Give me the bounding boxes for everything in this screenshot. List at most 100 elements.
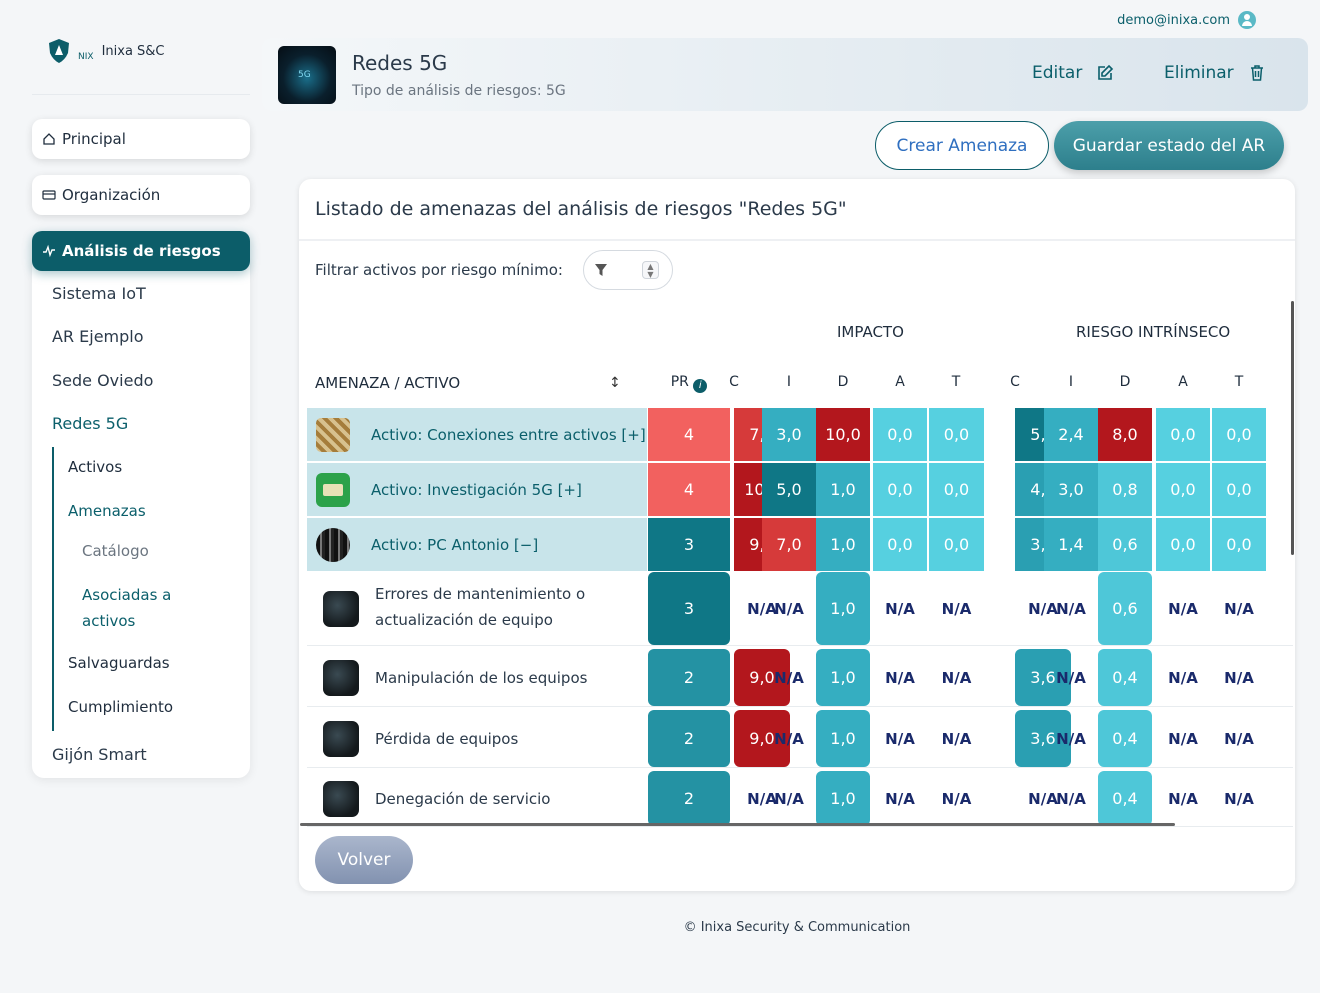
risk-cell-a: 0,0	[1156, 408, 1210, 461]
sidebar-analysis-redes-5g[interactable]: Redes 5G	[52, 414, 129, 433]
col-riesgo-d: D	[1119, 374, 1131, 390]
col-riesgo-t: T	[1234, 374, 1244, 390]
risk-cell-d: 8,0	[1098, 408, 1152, 461]
asset-row[interactable]: Activo: Conexiones entre activos [+]47,0…	[299, 408, 1295, 461]
group-gap	[730, 463, 734, 516]
sidebar-subpanel	[32, 262, 250, 778]
risk-cell-d: 0,4	[1098, 710, 1152, 767]
impact-cell-d: 10,0	[816, 408, 870, 461]
create-threat-button[interactable]: Crear Amenaza	[875, 121, 1049, 170]
col-impacto-d: D	[837, 374, 849, 390]
sidebar-item-label: Principal	[62, 130, 126, 148]
threat-row[interactable]: Denegación de servicio 2 N/A N/A 1,0 N/A N/A N/…	[299, 770, 1295, 827]
info-icon[interactable]: i	[693, 379, 708, 393]
threat-row[interactable]: Pérdida de equipos 2 9,0 N/A 1,0 N/A N/A 3,6 N/A…	[299, 709, 1295, 768]
app-logo[interactable]: NIX Inixa S&C	[48, 38, 165, 64]
analysis-image: 5G	[278, 46, 336, 104]
sidebar-item-analisis-riesgos[interactable]: Análisis de riesgos	[32, 231, 250, 271]
group-riesgo-intrinseco: RIESGO INTRÍNSECO	[1076, 323, 1231, 341]
threat-thumbnail	[323, 590, 359, 627]
pr-cell: 4	[648, 463, 730, 516]
risk-cell-d: 0,6	[1098, 572, 1152, 645]
vertical-scrollbar[interactable]	[1291, 301, 1294, 555]
delete-button[interactable]: Eliminar	[1164, 63, 1266, 83]
back-button[interactable]: Volver	[315, 836, 413, 884]
sidebar-item-activos[interactable]: Activos	[68, 458, 123, 476]
impact-cell-d: 1,0	[816, 463, 870, 516]
asset-row[interactable]: Activo: Investigación 5G [+]410,05,01,00…	[299, 463, 1295, 516]
asset-thumbnail	[316, 527, 350, 562]
group-impacto: IMPACTO	[837, 323, 904, 341]
impact-cell-t: N/A	[941, 668, 972, 687]
col-impacto-i: I	[786, 374, 792, 390]
sidebar-item-amenazas[interactable]: Amenazas	[68, 502, 146, 520]
sidebar-item-salvaguardas[interactable]: Salvaguardas	[68, 654, 170, 672]
threat-row[interactable]: Manipulación de los equipos 2 9,0 N/A 1,0 N/A…	[299, 648, 1295, 707]
expand-collapse-icon[interactable]: ↕	[609, 375, 621, 391]
sidebar-item-catalogo[interactable]: Catálogo	[82, 542, 149, 560]
user-icon	[1238, 11, 1256, 29]
sidebar-item-label: Organización	[62, 186, 161, 204]
pulse-icon	[43, 244, 55, 258]
pr-cell: 4	[648, 408, 730, 461]
user-menu[interactable]: demo@inixa.com	[1117, 11, 1256, 29]
impact-cell-a: N/A	[885, 599, 915, 618]
asset-name-link[interactable]: Activo: Investigación 5G [+]	[371, 480, 582, 499]
card-divider	[299, 239, 1295, 241]
col-pr: PR i	[661, 374, 717, 393]
impact-cell-t: 0,0	[929, 463, 984, 516]
row-background	[307, 518, 647, 571]
group-gap	[1011, 463, 1015, 516]
impact-cell-d: 1,0	[816, 572, 870, 645]
sidebar-analysis-sistema-iot[interactable]: Sistema IoT	[52, 284, 146, 303]
pr-cell: 2	[648, 649, 730, 706]
sidebar-item-cumplimiento[interactable]: Cumplimiento	[68, 698, 174, 716]
home-icon	[43, 133, 55, 145]
horizontal-scrollbar[interactable]	[300, 823, 1175, 826]
impact-cell-a: N/A	[885, 729, 915, 748]
sidebar-item-principal[interactable]: Principal	[32, 119, 250, 159]
risk-cell-i: 3,0	[1044, 463, 1098, 516]
risk-cell-i: N/A	[1056, 599, 1086, 618]
impact-cell-c: N/A	[747, 599, 777, 618]
save-state-button[interactable]: Guardar estado del AR	[1054, 121, 1284, 170]
impact-cell-t: 0,0	[929, 408, 984, 461]
risk-cell-a: N/A	[1168, 599, 1198, 618]
edit-button[interactable]: Editar	[1032, 63, 1114, 83]
group-gap	[1011, 518, 1015, 571]
impact-cell-i: 5,0	[762, 463, 816, 516]
asset-name-link[interactable]: Activo: Conexiones entre activos [+]	[371, 425, 646, 444]
pr-cell: 2	[648, 771, 730, 826]
footer-copyright: © Inixa Security & Communication	[683, 920, 911, 935]
impact-cell-c: 9,0	[734, 649, 790, 706]
min-risk-filter-input[interactable]: ▲ ▼	[583, 250, 673, 290]
asset-name-link[interactable]: Activo: PC Antonio [−]	[371, 535, 539, 554]
risk-cell-t: N/A	[1224, 729, 1254, 748]
group-gap	[730, 408, 734, 461]
risk-cell-t: 0,0	[1212, 463, 1266, 516]
pr-cell: 2	[648, 710, 730, 767]
row-divider	[307, 826, 1293, 827]
number-stepper-icon[interactable]: ▲ ▼	[642, 261, 659, 279]
sidebar-analysis-ar-ejemplo[interactable]: AR Ejemplo	[52, 327, 144, 346]
card-icon	[42, 190, 56, 200]
filter-icon	[595, 264, 607, 276]
sidebar-analysis-sede-oviedo[interactable]: Sede Oviedo	[52, 371, 154, 390]
threat-name: Manipulación de los equipos	[375, 668, 588, 687]
threat-row[interactable]: Errores de mantenimiento o actualización…	[299, 571, 1295, 646]
asset-row[interactable]: Activo: PC Antonio [−]39,07,01,00,00,03,…	[299, 518, 1295, 571]
risk-cell-i: 2,4	[1044, 408, 1098, 461]
impact-cell-a: N/A	[885, 789, 915, 808]
sidebar-analysis-gijon-smart[interactable]: Gijón Smart	[52, 745, 147, 764]
risk-cell-a: N/A	[1168, 729, 1198, 748]
sidebar-tree-line	[52, 447, 54, 731]
asset-thumbnail	[316, 417, 350, 452]
row-background	[307, 463, 647, 516]
page-subtitle: Tipo de análisis de riesgos: 5G	[352, 83, 566, 99]
threat-thumbnail	[323, 659, 359, 696]
impact-cell-i: N/A	[774, 599, 804, 618]
impact-cell-a: 0,0	[873, 408, 927, 461]
sidebar-item-asociadas-activos[interactable]: Asociadas a activos	[82, 586, 172, 630]
sidebar-item-organizacion[interactable]: Organización	[32, 175, 250, 215]
asset-thumbnail	[316, 472, 350, 507]
